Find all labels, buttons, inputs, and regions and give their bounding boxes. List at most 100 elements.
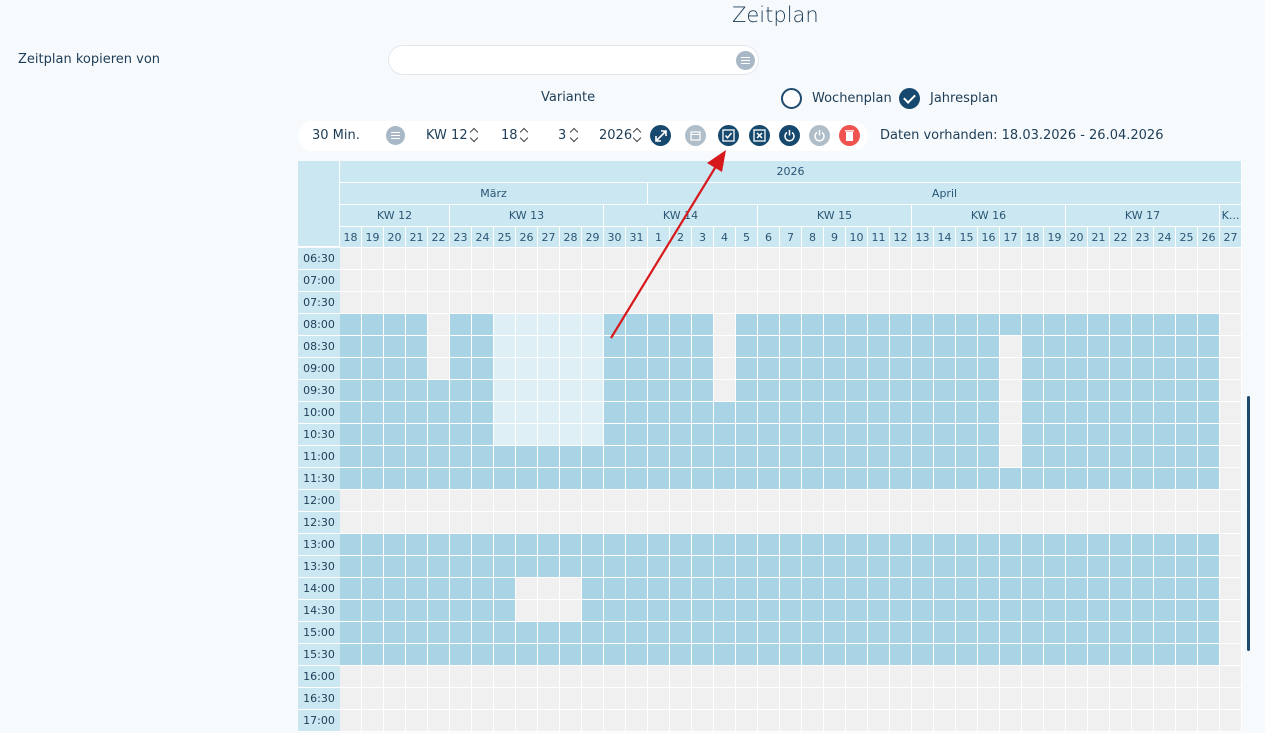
- schedule-cell[interactable]: [516, 380, 538, 402]
- schedule-cell[interactable]: [912, 512, 934, 534]
- schedule-cell[interactable]: [406, 622, 428, 644]
- schedule-cell[interactable]: [648, 314, 670, 336]
- schedule-cell[interactable]: [340, 336, 362, 358]
- schedule-cell[interactable]: [604, 380, 626, 402]
- schedule-cell[interactable]: [428, 556, 450, 578]
- schedule-cell[interactable]: [670, 270, 692, 292]
- schedule-cell[interactable]: [494, 402, 516, 424]
- schedule-cell[interactable]: [604, 622, 626, 644]
- schedule-cell[interactable]: [802, 600, 824, 622]
- schedule-cell[interactable]: [626, 314, 648, 336]
- schedule-cell[interactable]: [736, 688, 758, 710]
- schedule-cell[interactable]: [1022, 490, 1044, 512]
- schedule-cell[interactable]: [780, 710, 802, 732]
- schedule-cell[interactable]: [362, 380, 384, 402]
- schedule-cell[interactable]: [582, 270, 604, 292]
- schedule-cell[interactable]: [1022, 688, 1044, 710]
- schedule-cell[interactable]: [1176, 314, 1198, 336]
- schedule-cell[interactable]: [824, 270, 846, 292]
- schedule-cell[interactable]: [516, 336, 538, 358]
- schedule-cell[interactable]: [1176, 578, 1198, 600]
- schedule-cell[interactable]: [626, 468, 648, 490]
- schedule-cell[interactable]: [736, 248, 758, 270]
- schedule-cell[interactable]: [472, 270, 494, 292]
- schedule-cell[interactable]: [472, 424, 494, 446]
- schedule-cell[interactable]: [1088, 600, 1110, 622]
- schedule-cell[interactable]: [362, 512, 384, 534]
- schedule-cell[interactable]: [1154, 336, 1176, 358]
- schedule-cell[interactable]: [472, 292, 494, 314]
- schedule-cell[interactable]: [846, 688, 868, 710]
- schedule-cell[interactable]: [1220, 248, 1242, 270]
- schedule-cell[interactable]: [934, 512, 956, 534]
- schedule-cell[interactable]: [472, 666, 494, 688]
- schedule-cell[interactable]: [1000, 710, 1022, 732]
- schedule-cell[interactable]: [802, 314, 824, 336]
- schedule-cell[interactable]: [648, 336, 670, 358]
- schedule-cell[interactable]: [758, 248, 780, 270]
- schedule-cell[interactable]: [626, 666, 648, 688]
- schedule-cell[interactable]: [1198, 446, 1220, 468]
- schedule-cell[interactable]: [692, 710, 714, 732]
- schedule-cell[interactable]: [1198, 512, 1220, 534]
- schedule-cell[interactable]: [824, 314, 846, 336]
- schedule-cell[interactable]: [1044, 534, 1066, 556]
- schedule-cell[interactable]: [1066, 534, 1088, 556]
- schedule-cell[interactable]: [582, 446, 604, 468]
- schedule-cell[interactable]: [956, 248, 978, 270]
- schedule-cell[interactable]: [1088, 270, 1110, 292]
- year-field[interactable]: 2026: [599, 128, 633, 143]
- schedule-cell[interactable]: [1176, 622, 1198, 644]
- schedule-cell[interactable]: [1220, 578, 1242, 600]
- schedule-cell[interactable]: [1176, 336, 1198, 358]
- schedule-cell[interactable]: [362, 490, 384, 512]
- schedule-cell[interactable]: [428, 446, 450, 468]
- schedule-cell[interactable]: [824, 644, 846, 666]
- schedule-cell[interactable]: [450, 402, 472, 424]
- schedule-cell[interactable]: [890, 556, 912, 578]
- schedule-cell[interactable]: [978, 556, 1000, 578]
- schedule-cell[interactable]: [1088, 402, 1110, 424]
- schedule-cell[interactable]: [780, 270, 802, 292]
- schedule-cell[interactable]: [1000, 490, 1022, 512]
- schedule-cell[interactable]: [472, 688, 494, 710]
- radio-year-plan[interactable]: [899, 88, 920, 109]
- schedule-cell[interactable]: [890, 314, 912, 336]
- schedule-cell[interactable]: [758, 578, 780, 600]
- schedule-cell[interactable]: [1000, 248, 1022, 270]
- schedule-cell[interactable]: [978, 402, 1000, 424]
- schedule-cell[interactable]: [1220, 710, 1242, 732]
- schedule-cell[interactable]: [516, 292, 538, 314]
- schedule-cell[interactable]: [1110, 336, 1132, 358]
- schedule-cell[interactable]: [1044, 556, 1066, 578]
- schedule-cell[interactable]: [824, 534, 846, 556]
- schedule-cell[interactable]: [560, 600, 582, 622]
- schedule-cell[interactable]: [1198, 402, 1220, 424]
- schedule-cell[interactable]: [714, 578, 736, 600]
- schedule-cell[interactable]: [1066, 688, 1088, 710]
- schedule-cell[interactable]: [1066, 248, 1088, 270]
- schedule-cell[interactable]: [1066, 710, 1088, 732]
- schedule-cell[interactable]: [604, 446, 626, 468]
- schedule-cell[interactable]: [736, 644, 758, 666]
- schedule-cell[interactable]: [472, 512, 494, 534]
- schedule-cell[interactable]: [362, 578, 384, 600]
- schedule-cell[interactable]: [846, 556, 868, 578]
- schedule-cell[interactable]: [802, 534, 824, 556]
- schedule-cell[interactable]: [428, 468, 450, 490]
- schedule-cell[interactable]: [1110, 468, 1132, 490]
- schedule-cell[interactable]: [1022, 512, 1044, 534]
- schedule-cell[interactable]: [406, 424, 428, 446]
- schedule-cell[interactable]: [736, 402, 758, 424]
- schedule-cell[interactable]: [538, 248, 560, 270]
- check-all-icon[interactable]: [718, 125, 739, 146]
- schedule-cell[interactable]: [1066, 600, 1088, 622]
- schedule-cell[interactable]: [1066, 468, 1088, 490]
- schedule-cell[interactable]: [912, 644, 934, 666]
- schedule-cell[interactable]: [1022, 710, 1044, 732]
- schedule-cell[interactable]: [450, 600, 472, 622]
- schedule-cell[interactable]: [1132, 512, 1154, 534]
- schedule-cell[interactable]: [824, 688, 846, 710]
- schedule-cell[interactable]: [538, 644, 560, 666]
- schedule-cell[interactable]: [538, 666, 560, 688]
